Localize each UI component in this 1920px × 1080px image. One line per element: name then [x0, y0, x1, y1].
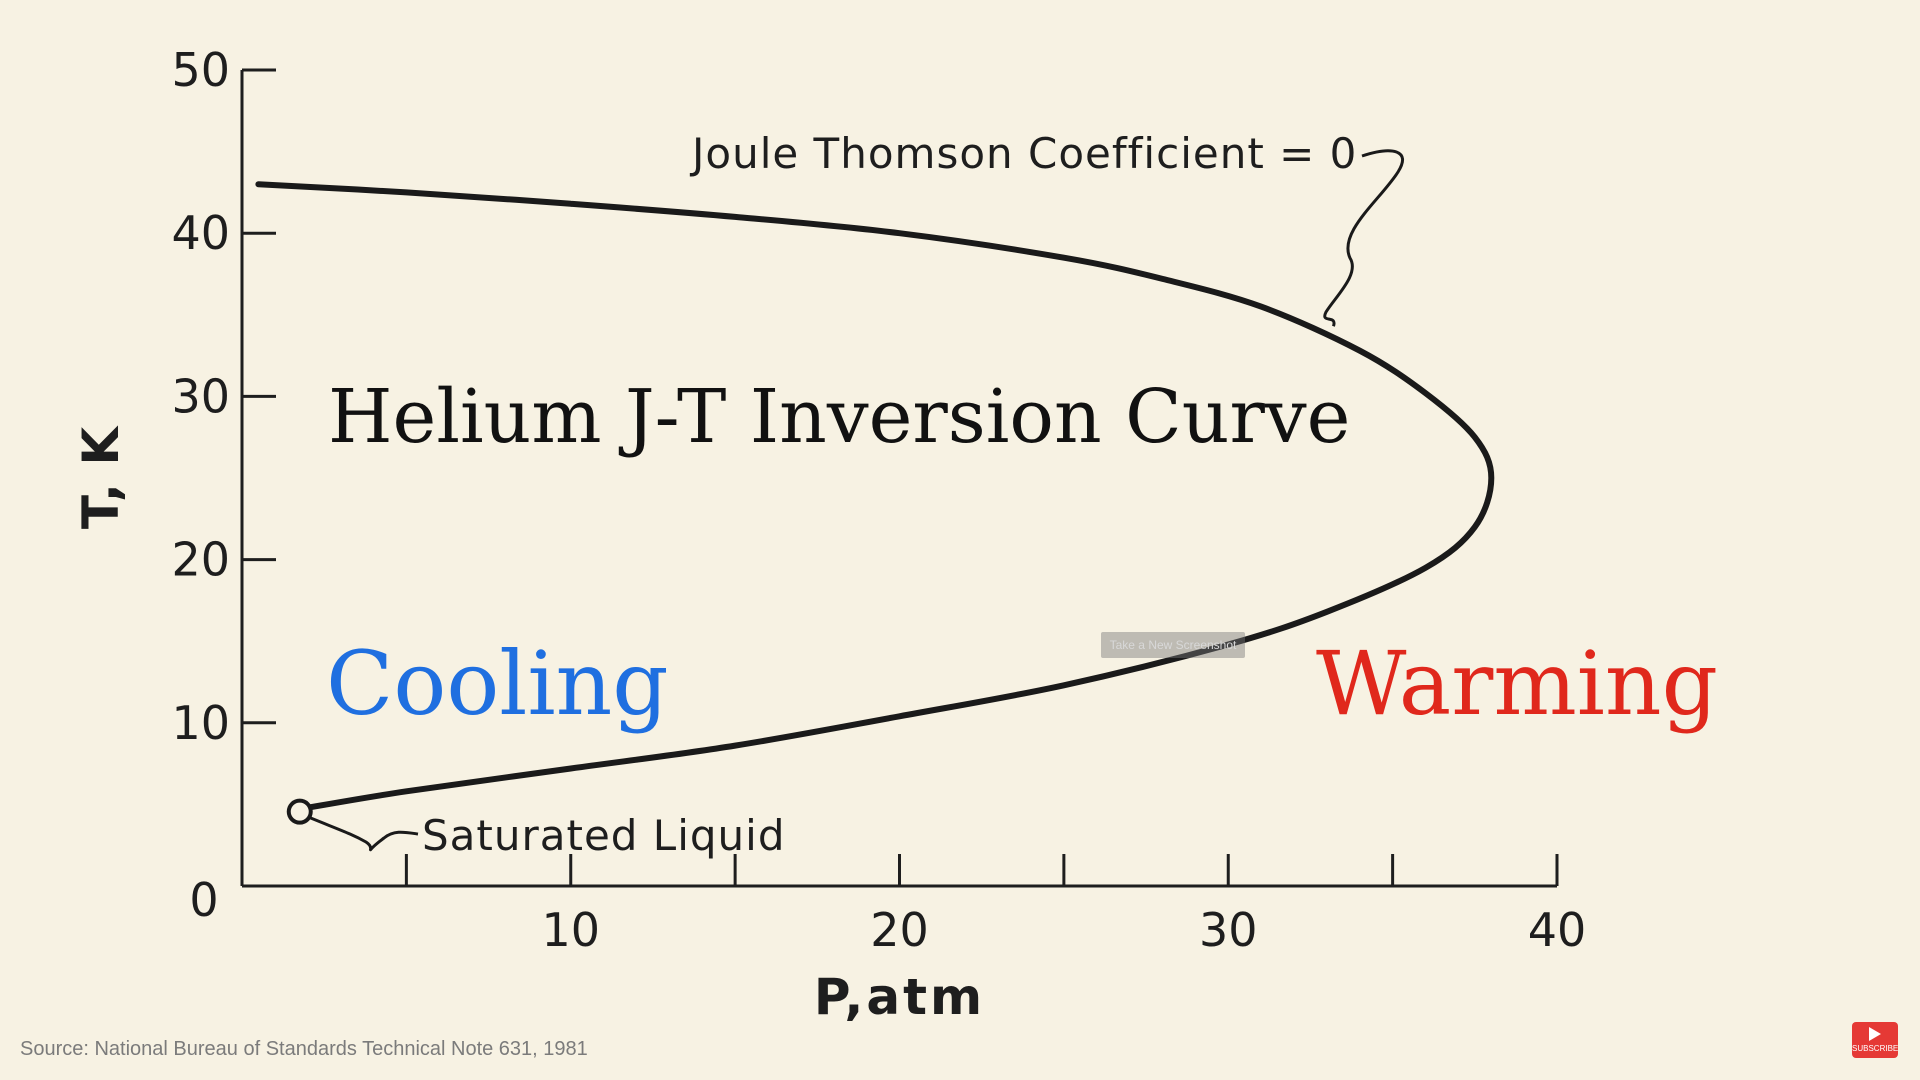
source-note: Source: National Bureau of Standards Tec…: [20, 1038, 588, 1060]
y-axis-label: T, K: [72, 425, 130, 529]
saturated-leader-line: [309, 816, 419, 852]
subscribe-label: SUBSCRIBE: [1852, 1044, 1899, 1053]
chart-title: Helium J-T Inversion Curve: [328, 374, 1350, 460]
inversion-annotation: Joule Thomson Coefficient = 0: [689, 129, 1357, 178]
take-screenshot-button[interactable]: Take a New Screenshot: [1101, 632, 1245, 658]
warming-label: Warming: [1316, 632, 1718, 735]
y-tick-label: 40: [171, 206, 230, 260]
cooling-label: Cooling: [326, 632, 669, 735]
x-axis-label: P,atm: [814, 968, 985, 1026]
y-ticks: 10 20 30 40 50: [171, 43, 276, 750]
inversion-curve: [255, 181, 1495, 811]
x-tick-label: 30: [1199, 903, 1258, 957]
subscribe-button[interactable]: SUBSCRIBE: [1852, 1022, 1898, 1058]
saturated-liquid-point: [286, 798, 313, 825]
origin-tick-label: 0: [189, 873, 218, 927]
jt-leader-line: [1323, 149, 1405, 327]
y-tick-label: 20: [171, 533, 230, 587]
y-tick-label: 10: [171, 696, 230, 750]
x-ticks: 10 20 30 40: [404, 854, 1587, 957]
y-tick-label: 50: [171, 43, 230, 97]
x-tick-label: 10: [541, 903, 600, 957]
saturated-liquid-annotation: Saturated Liquid: [422, 811, 785, 860]
y-tick-label: 30: [171, 369, 230, 423]
youtube-play-icon: [1869, 1027, 1881, 1041]
x-tick-label: 40: [1528, 903, 1587, 957]
x-tick-label: 20: [870, 903, 929, 957]
